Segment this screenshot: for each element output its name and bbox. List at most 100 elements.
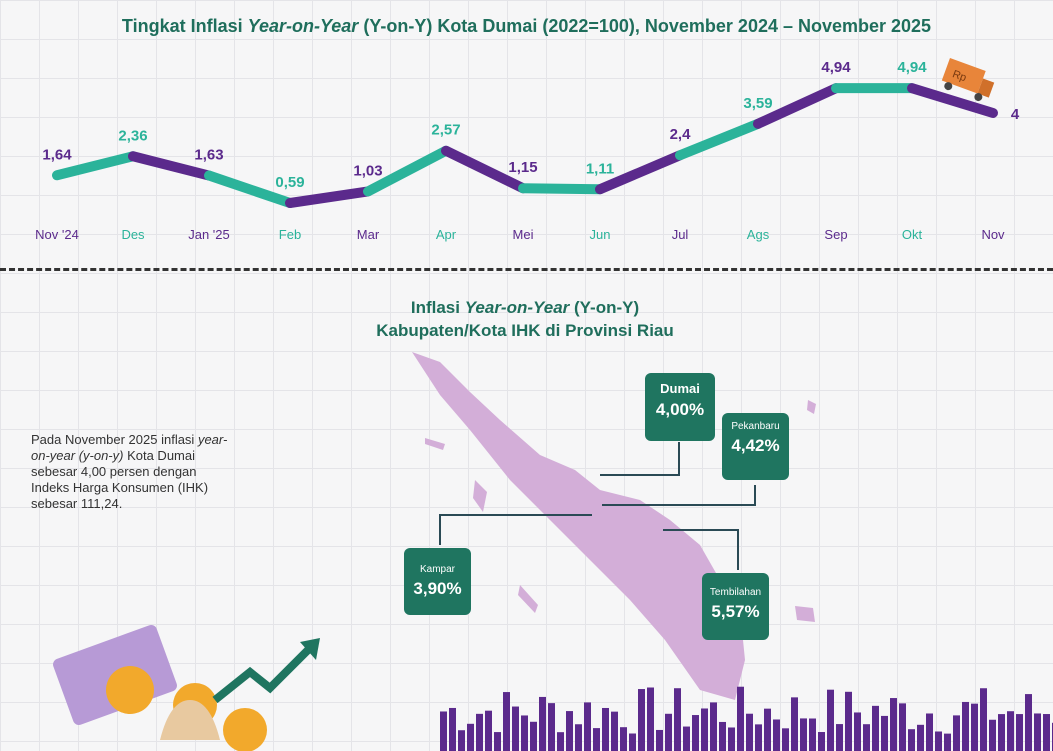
- skyline-bar: [449, 707, 456, 751]
- line-segment: [595, 150, 685, 195]
- line-segment: [204, 170, 295, 208]
- line-segment: [128, 151, 214, 181]
- data-label: 1,03: [353, 162, 382, 179]
- island: [425, 438, 445, 450]
- x-tick-label: Des: [121, 227, 145, 242]
- skyline-bar: [566, 711, 573, 751]
- skyline-bar: [728, 727, 735, 751]
- skyline-bar: [647, 687, 654, 751]
- skyline-bar: [665, 713, 672, 751]
- truck-icon: Rp: [941, 58, 995, 102]
- skyline-bar: [953, 715, 960, 751]
- skyline-bar: [458, 730, 465, 751]
- skyline-bar: [485, 710, 492, 751]
- x-tick-label: Sep: [824, 227, 847, 242]
- line-segment: [363, 145, 451, 197]
- skyline-bar: [791, 697, 798, 751]
- bar-skyline: [440, 686, 1053, 751]
- skyline-bar: [575, 724, 582, 751]
- skyline-bar: [998, 714, 1005, 751]
- island: [518, 585, 538, 613]
- description-text: Pada November 2025 inflasi year-on-year …: [31, 432, 228, 511]
- skyline-bar: [989, 719, 996, 751]
- x-tick-label: Mar: [357, 227, 380, 242]
- skyline-bar: [701, 708, 708, 751]
- island: [807, 400, 816, 414]
- data-label: 2,4: [670, 126, 692, 143]
- map-box-kampar: Kampar 3,90%: [404, 548, 471, 615]
- skyline-bar: [1034, 713, 1041, 751]
- skyline-bar: [935, 731, 942, 751]
- skyline-bar: [836, 724, 843, 751]
- chart-title: Tingkat Inflasi Year-on-Year (Y-on-Y) Ko…: [121, 16, 932, 36]
- skyline-bar: [773, 719, 780, 751]
- data-label: 4,94: [821, 59, 851, 76]
- skyline-bar: [944, 733, 951, 751]
- skyline-bar: [827, 689, 834, 751]
- x-tick-label: Nov: [981, 227, 1005, 242]
- skyline-bar: [908, 729, 915, 751]
- skyline-bar: [917, 724, 924, 751]
- skyline-bar: [1016, 714, 1023, 751]
- map-box-pekanbaru: Pekanbaru 4,42%: [722, 413, 789, 480]
- skyline-bar: [440, 711, 447, 751]
- skyline-bar: [1007, 711, 1014, 751]
- data-label: 1,64: [42, 146, 72, 163]
- svg-text:Rp: Rp: [951, 68, 968, 84]
- data-label: 2,57: [431, 122, 460, 139]
- data-label: 4: [1011, 106, 1020, 123]
- skyline-bar: [638, 689, 645, 751]
- x-tick-label: Feb: [279, 227, 301, 242]
- skyline-bar: [548, 703, 555, 751]
- skyline-bar: [584, 702, 591, 751]
- skyline-bar: [692, 715, 699, 751]
- skyline-bar: [602, 707, 609, 751]
- skyline-bar: [629, 733, 636, 751]
- x-tick-label: Apr: [436, 227, 457, 242]
- skyline-bar: [746, 713, 753, 751]
- line-segment: [518, 183, 605, 195]
- data-label: 3,59: [743, 95, 772, 112]
- skyline-bar: [782, 728, 789, 751]
- map-box-dumai: Dumai 4,00%: [645, 373, 715, 441]
- skyline-bar: [503, 692, 510, 751]
- map-box-tembilahan: Tembilahan 5,57%: [702, 573, 769, 640]
- data-label: 2,36: [118, 127, 147, 144]
- line-segment: [675, 118, 763, 161]
- x-tick-label: Nov '24: [35, 227, 79, 242]
- skyline-bar: [980, 688, 987, 751]
- x-tick-label: Okt: [902, 227, 923, 242]
- skyline-bar: [476, 713, 483, 751]
- skyline-bar: [656, 729, 663, 751]
- skyline-bar: [863, 724, 870, 751]
- skyline-bar: [845, 691, 852, 751]
- skyline-bar: [737, 686, 744, 751]
- skyline-bar: [620, 727, 627, 751]
- skyline-bar: [1025, 694, 1032, 751]
- inflation-line-chart: 1,64 Nov '24 2,36 Des 1,63 Jan '25 0,59 Feb 1,03…: [35, 58, 1020, 242]
- skyline-bar: [539, 696, 546, 751]
- skyline-bar: [494, 732, 501, 751]
- skyline-bar: [962, 701, 969, 751]
- skyline-bar: [881, 715, 888, 751]
- skyline-bar: [926, 713, 933, 751]
- x-tick-label: Ags: [747, 227, 770, 242]
- skyline-bar: [755, 724, 762, 751]
- x-tick-label: Mei: [513, 227, 534, 242]
- money-illustration: [53, 624, 320, 751]
- skyline-bar: [719, 721, 726, 751]
- line-segment: [753, 83, 841, 129]
- skyline-bar: [800, 718, 807, 751]
- skyline-bar: [809, 718, 816, 751]
- skyline-bar: [683, 726, 690, 751]
- skyline-bar: [818, 732, 825, 751]
- island: [473, 480, 487, 512]
- skyline-bar: [764, 708, 771, 751]
- skyline-bar: [530, 721, 537, 751]
- line-segment: [441, 145, 528, 194]
- data-label: 1,15: [508, 159, 537, 176]
- line-segment: [52, 151, 138, 181]
- data-label: 1,63: [194, 147, 223, 164]
- skyline-bar: [512, 706, 519, 751]
- x-tick-label: Jul: [672, 227, 689, 242]
